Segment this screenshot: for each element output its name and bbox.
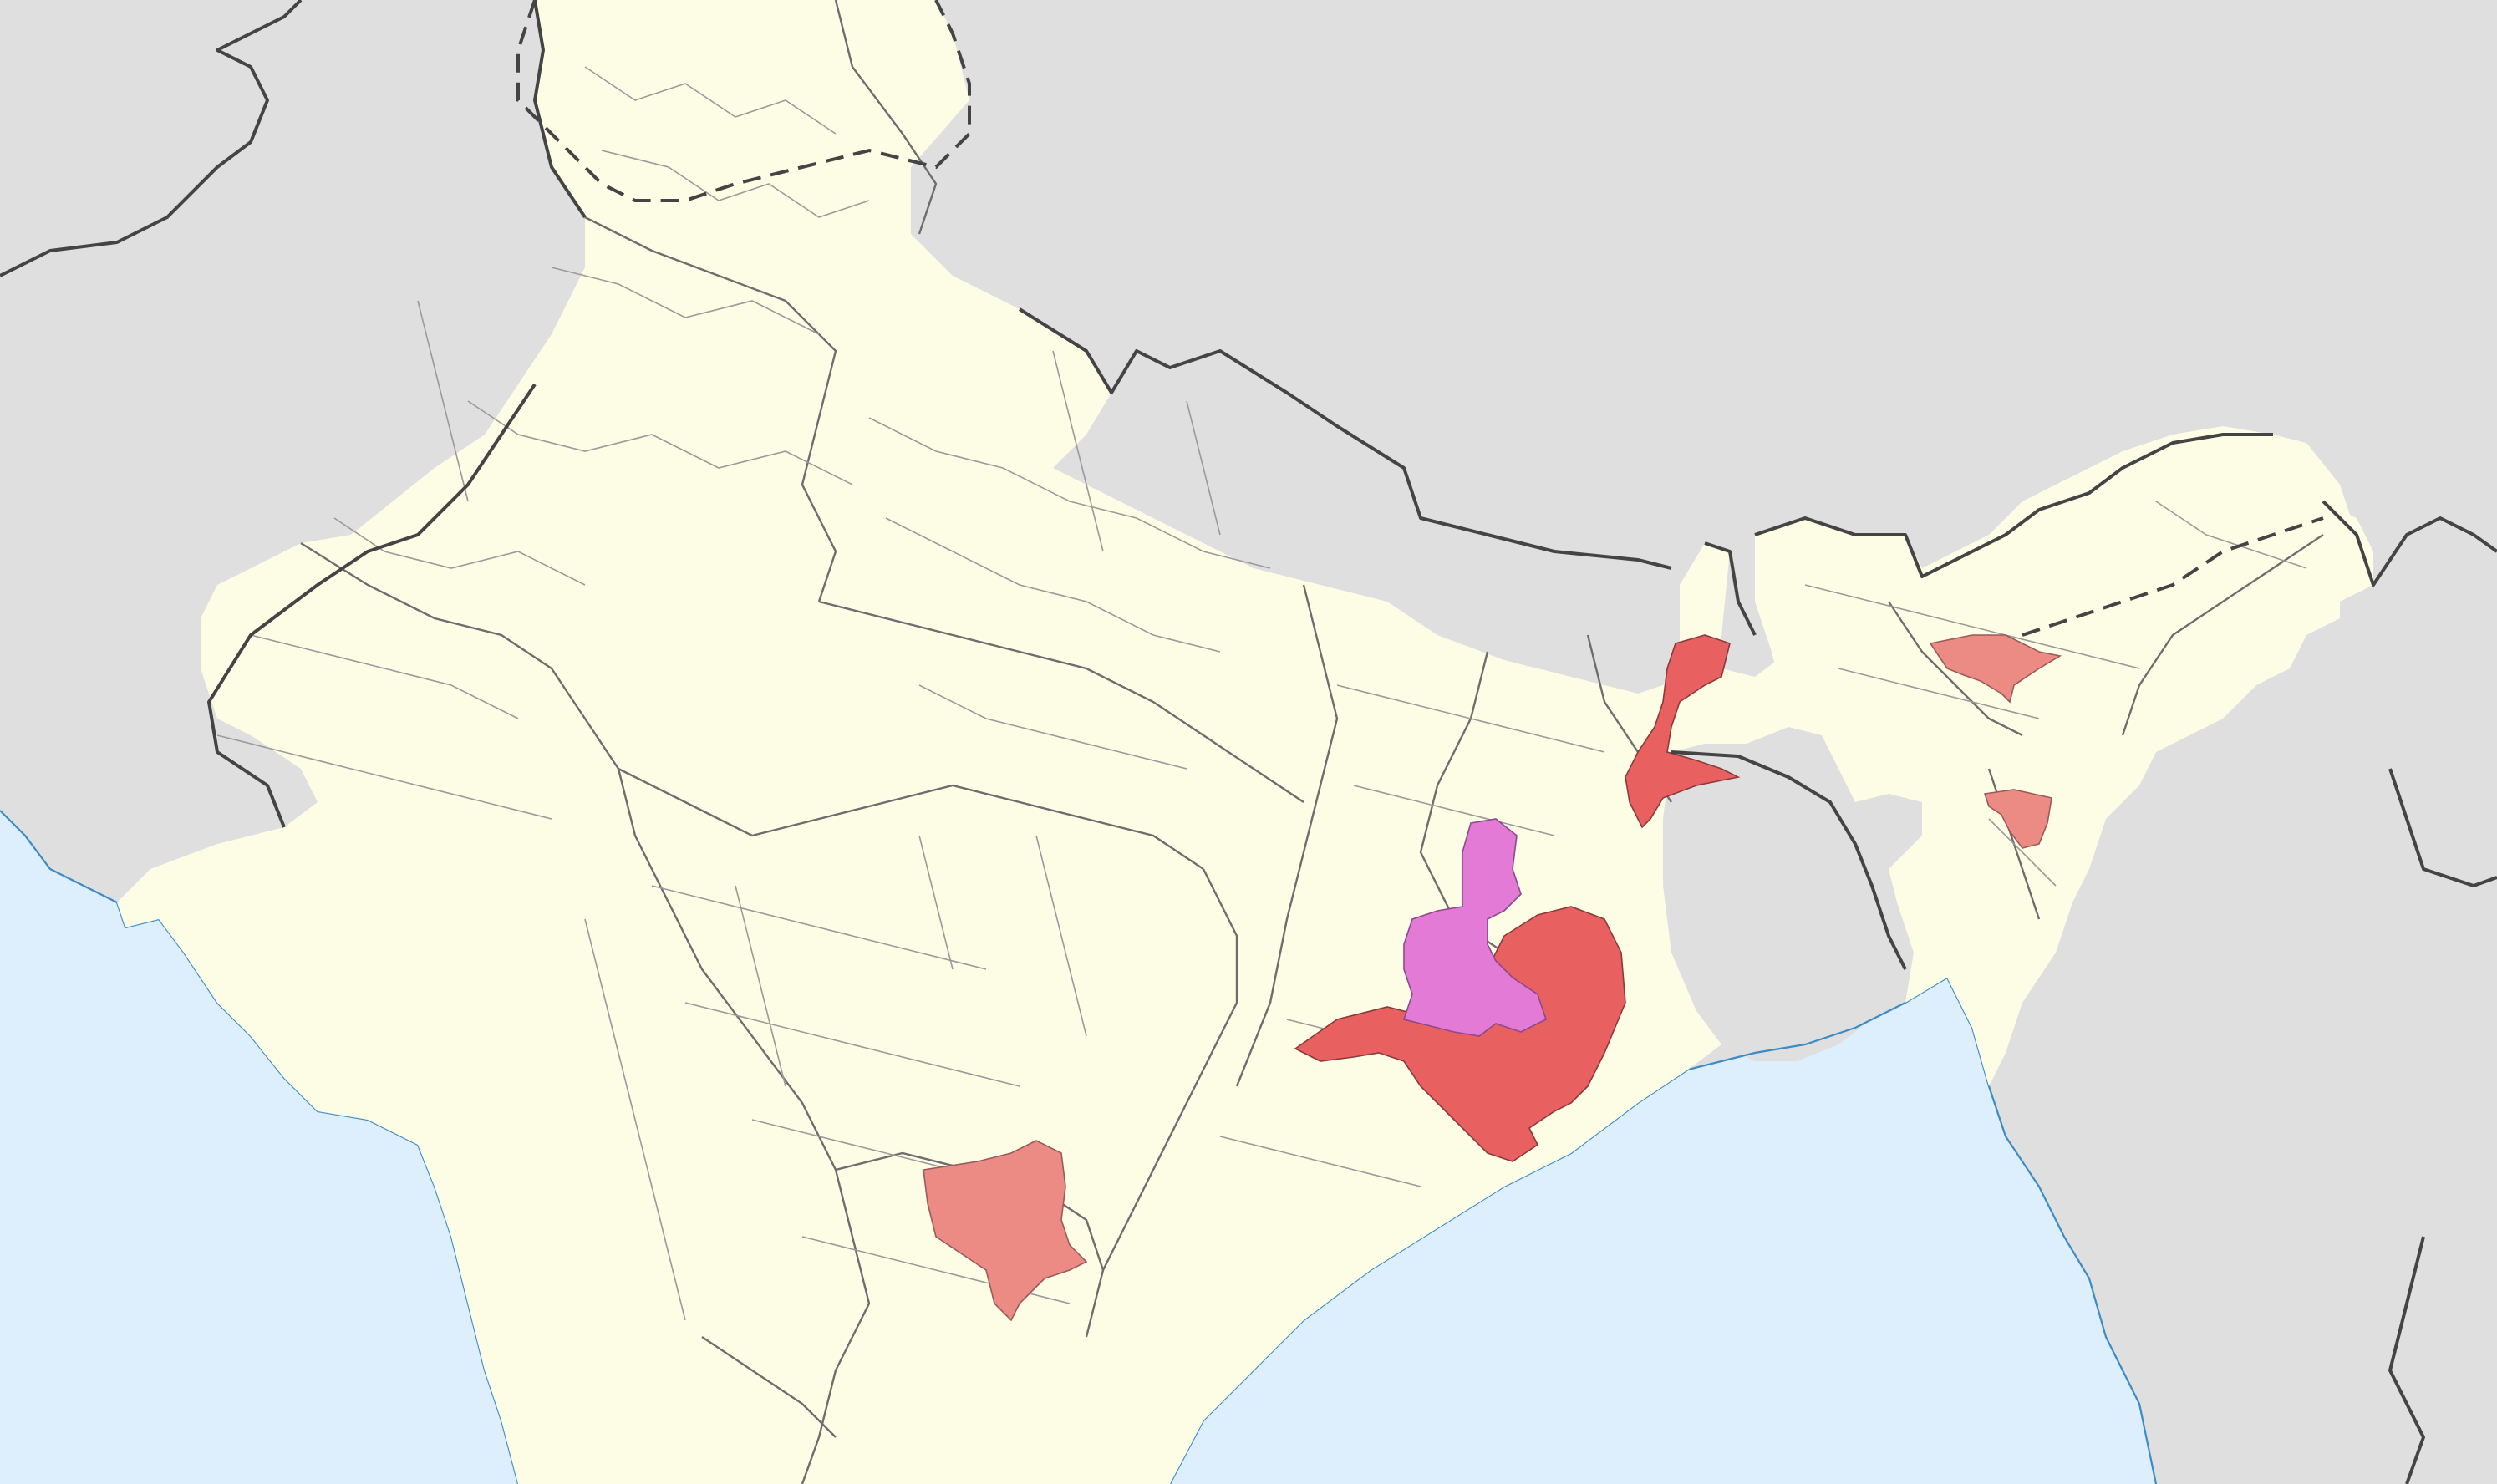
- india-northeast: [1755, 426, 2373, 1086]
- highlight-nagaland-manipur: [1983, 789, 2052, 849]
- highlight-light: [923, 634, 2062, 1322]
- highlight-telangana: [923, 1140, 1088, 1322]
- highlight-northern-corridor: [1625, 634, 1741, 829]
- arabian-sea: [0, 811, 518, 1484]
- highlight-western-jharkhand: [1402, 818, 1547, 1037]
- highlight-pink: [1402, 818, 1547, 1037]
- disputed-borders: [516, 0, 2324, 637]
- bay-of-bengal: [1170, 978, 2156, 1484]
- highlight-upper-assam: [1929, 634, 2062, 704]
- india-mainland: [117, 0, 2357, 1484]
